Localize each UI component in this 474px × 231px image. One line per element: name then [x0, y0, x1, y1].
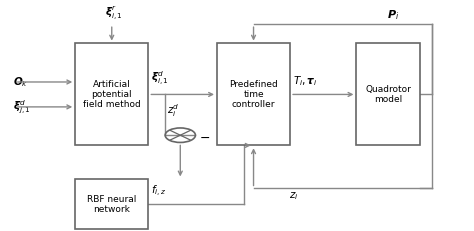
Text: $T_i, \boldsymbol{\tau}_i$: $T_i, \boldsymbol{\tau}_i$ — [292, 74, 317, 88]
Text: Artificial
potential
field method: Artificial potential field method — [83, 79, 141, 109]
Bar — [217, 43, 290, 145]
Text: $\boldsymbol{\xi}^d_{i,1}$: $\boldsymbol{\xi}^d_{i,1}$ — [151, 70, 169, 88]
Text: RBF neural
network: RBF neural network — [87, 195, 137, 214]
Text: $z^d_i$: $z^d_i$ — [167, 102, 180, 119]
Text: $\boldsymbol{\xi}^d_{j,1}$: $\boldsymbol{\xi}^d_{j,1}$ — [12, 98, 30, 116]
Bar — [75, 43, 148, 145]
Text: $\boldsymbol{O}_k$: $\boldsymbol{O}_k$ — [12, 75, 28, 89]
Text: $z_i$: $z_i$ — [289, 191, 299, 203]
Bar — [75, 179, 148, 229]
Text: $\boldsymbol{\xi}^r_{i,1}$: $\boldsymbol{\xi}^r_{i,1}$ — [105, 5, 123, 22]
Bar — [356, 43, 420, 145]
Text: $f_{i,z}$: $f_{i,z}$ — [151, 183, 166, 199]
Text: Predefined
time
controller: Predefined time controller — [229, 79, 278, 109]
Text: $-$: $-$ — [199, 131, 210, 144]
Text: Quadrotor
model: Quadrotor model — [365, 85, 411, 104]
Text: $\boldsymbol{P}_i$: $\boldsymbol{P}_i$ — [387, 8, 399, 22]
